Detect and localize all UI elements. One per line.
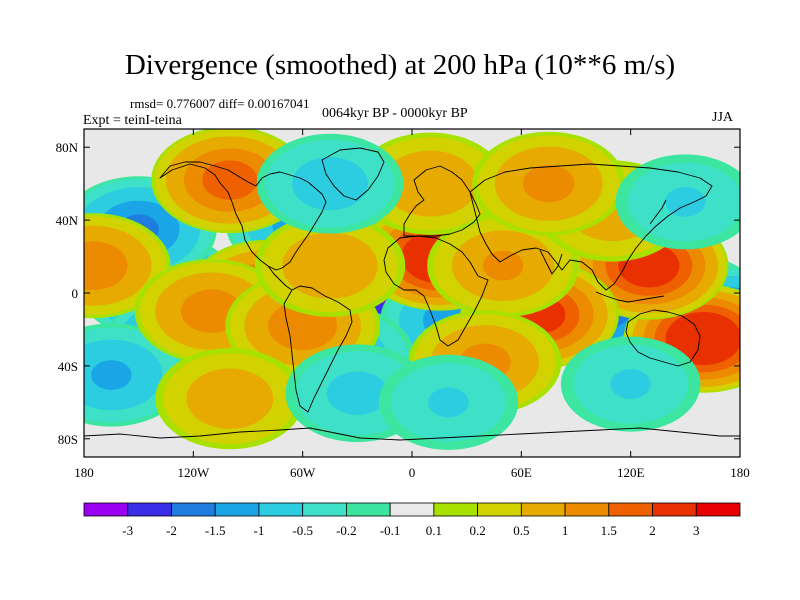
anomaly-32: [560, 336, 701, 432]
contour-band: [382, 150, 478, 217]
anomaly-26: [155, 348, 305, 450]
anomaly-30: [378, 354, 519, 450]
contour-band: [186, 368, 274, 429]
period-label: 0064kyr BP - 0000kyr BP: [322, 106, 468, 121]
colorbar-label: -0.1: [380, 523, 401, 538]
lon-tick-label: 0: [409, 465, 416, 480]
colorbar-box: [695, 502, 741, 517]
colorbar-label: 1.5: [601, 523, 617, 538]
colorbar-box: [477, 502, 522, 517]
colorbar-label: -0.2: [336, 523, 357, 538]
lon-tick-label: 180: [74, 465, 94, 480]
colorbar-box: [345, 502, 391, 517]
contour-band: [84, 241, 128, 290]
lat-tick-label: 80N: [56, 140, 79, 155]
coast-asia: [469, 163, 713, 291]
coast-south-america: [283, 285, 353, 413]
lon-tick-label: 120W: [177, 465, 210, 480]
colorbar-label: 3: [693, 523, 700, 538]
contour-band: [665, 187, 706, 217]
colorbar-label: -1: [254, 523, 265, 538]
colorbar-box: [520, 502, 566, 517]
lat-tick-label: 0: [72, 286, 79, 301]
contour-band: [202, 160, 258, 200]
experiment-label: Expt = teinI-teina: [83, 113, 182, 128]
contour-band: [428, 387, 469, 418]
colorbar-box: [652, 502, 697, 517]
colorbar: -3 -2 -1.5 -1 -0.5 -0.2 -0.1 0.1 0.2 0.5 1 1.5 2 3: [83, 502, 741, 538]
coast-central-america: [267, 265, 293, 291]
coast-europe: [403, 165, 481, 237]
contour-band: [292, 157, 368, 211]
axis-ticks: [83, 129, 741, 457]
colorbar-label: 0.1: [426, 523, 442, 538]
coast-japan: [649, 199, 667, 225]
colorbar-box: [433, 502, 479, 517]
lon-tick-label: 180: [730, 465, 750, 480]
colorbar-box: [302, 502, 347, 517]
stats-label: rmsd= 0.776007 diff= 0.00167041: [130, 96, 310, 111]
colorbar-label: 1: [562, 523, 569, 538]
coast-indonesia: [595, 291, 665, 303]
colorbar-label: -3: [122, 523, 133, 538]
lon-tick-label: 60E: [511, 465, 532, 480]
coast-africa: [383, 235, 489, 347]
colorbar-label: -0.5: [292, 523, 313, 538]
lon-tick-label: 60W: [290, 465, 316, 480]
coast-india: [539, 249, 563, 275]
lon-tick-label: 120E: [617, 465, 645, 480]
contour-band: [610, 369, 651, 399]
lat-tick-label: 40N: [56, 213, 79, 228]
axis-labels: 180 120W 60W 0 60E 120E 180 80N 40N 0 40S 80S: [56, 140, 750, 480]
contour-band: [522, 165, 575, 203]
colorbar-box: [608, 502, 653, 517]
anomaly-20: [427, 214, 580, 318]
anomaly-27: [254, 214, 406, 317]
colorbar-box: [389, 502, 435, 517]
colorbar-box: [127, 502, 172, 517]
coast-australia: [625, 309, 701, 367]
colorbar-box: [214, 502, 260, 517]
colorbar-box: [564, 502, 610, 517]
contour-band: [665, 312, 740, 366]
season-label: JJA: [712, 110, 734, 125]
anomaly-23: [354, 132, 506, 235]
contour-band: [282, 232, 378, 299]
colorbar-box: [83, 502, 129, 517]
colorbar-label: 0.5: [513, 523, 529, 538]
chart-title: Divergence (smoothed) at 200 hPa (10**6 …: [124, 49, 676, 81]
coastlines: [84, 147, 740, 441]
lat-tick-label: 80S: [58, 432, 78, 447]
coast-antarctica: [84, 427, 740, 441]
colorbar-label: 2: [649, 523, 656, 538]
colorbar-label: -2: [166, 523, 177, 538]
contour-band: [326, 371, 388, 415]
contour-band: [91, 360, 132, 390]
colorbar-label: -1.5: [205, 523, 226, 538]
anomaly-31: [615, 154, 740, 250]
coast-north-america: [159, 161, 327, 271]
contour-band: [482, 250, 524, 281]
colorbar-label: 0.2: [469, 523, 485, 538]
colorbar-box: [258, 502, 304, 517]
coast-greenland: [321, 147, 385, 201]
colorbar-box: [171, 502, 216, 517]
anomaly-25: [472, 131, 626, 236]
lat-tick-label: 40S: [58, 359, 78, 374]
anomaly-28: [256, 133, 404, 234]
divergence-field: [84, 129, 740, 450]
